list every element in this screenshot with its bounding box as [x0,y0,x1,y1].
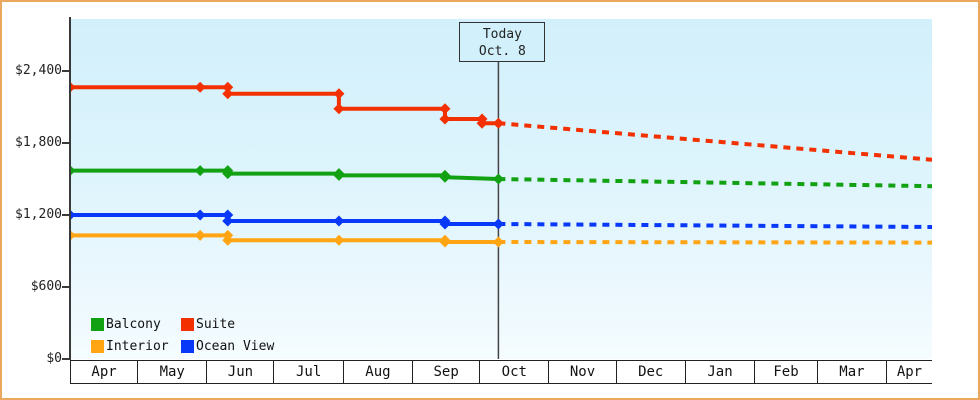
data-point-marker [70,209,76,221]
data-point-marker [70,81,76,93]
x-axis-month-cell: Nov [549,361,617,383]
legend-row: Interior Ocean View [91,335,274,357]
data-point-marker [492,218,504,230]
data-point-marker [194,209,206,221]
legend: Balcony Suite Interior Ocean View [91,313,274,357]
data-point-marker [194,81,206,93]
data-point-marker [492,117,504,129]
data-point-marker [222,81,234,93]
series-projection-balcony [498,177,932,189]
series-line-ocean-view [70,213,499,226]
data-point-marker [439,171,451,183]
today-label: Today [482,27,522,42]
x-axis-month-cell: Apr [896,364,923,380]
data-point-marker [333,169,345,181]
x-axis-month-cell: Feb [755,361,818,383]
legend-item-interior: Interior [91,339,181,354]
x-axis-month-cell: Dec [617,361,686,383]
legend-swatch-icon [91,339,104,353]
y-axis-tick-mark [62,214,70,216]
data-point-marker [492,173,504,185]
y-axis-tick-mark [62,142,70,144]
data-point-marker [70,165,76,177]
y-axis-tick-label: $600 [30,279,62,294]
legend-label: Ocean View [196,338,275,354]
series-projection-ocean-view [498,222,932,229]
today-date: Oct. 8 [478,44,526,59]
y-axis-tick-label: $1,800 [15,135,62,150]
data-point-marker [439,236,451,248]
series-projection-interior [498,240,932,245]
x-axis-month-cell: Oct [480,361,550,383]
legend-item-ocean-view: Ocean View [181,339,274,354]
y-axis-tick-label: $1,200 [15,207,62,222]
series-line-suite [70,85,499,126]
legend-swatch-icon [181,317,194,331]
x-axis-month-cell: Sep [413,361,481,383]
y-axis-tick-mark [62,286,70,288]
legend-item-balcony: Balcony [91,317,181,332]
data-point-marker [222,234,234,246]
y-axis-tick-label: $0 [46,351,62,366]
x-axis-month-cell: May [138,361,208,383]
data-point-marker [333,234,345,246]
today-annotation: Today Oct. 8 [459,22,546,62]
y-axis-tick-mark [62,358,70,360]
x-axis-month-cell: Mar [818,361,888,383]
data-point-marker [333,103,345,115]
data-point-marker [222,209,234,221]
legend-swatch-icon [181,339,194,353]
data-point-marker [333,88,345,100]
y-axis-line [69,17,71,360]
series-projection-suite [498,121,932,162]
data-point-marker [194,229,206,241]
series-line-balcony [70,168,499,181]
x-axis-month-cell: Jun [207,361,275,383]
legend-label: Balcony [106,316,161,332]
legend-label: Suite [196,316,236,332]
chart-canvas [70,43,932,359]
x-axis-month-strip: Apr May Jun Jul Aug Sep Oct Nov Dec Jan Feb Mar Apr [70,360,932,384]
x-axis-month-cell: Jan [686,361,756,383]
legend-label: Interior [106,338,169,354]
data-point-marker [333,215,345,227]
plot-area: Balcony Suite Interior Ocean View Today Oct… [70,19,932,359]
data-point-marker [492,236,504,248]
legend-row: Balcony Suite [91,313,274,335]
series-line-interior [70,233,499,244]
x-axis-month-cell: Jul [274,361,344,383]
y-axis-tick-label: $2,400 [15,63,62,78]
data-point-marker [439,103,451,115]
legend-swatch-icon [91,317,104,331]
data-point-marker [222,215,234,227]
data-point-marker [70,229,76,241]
data-point-marker [476,117,488,129]
data-point-marker [194,165,206,177]
x-axis-month-cell: Aug [344,361,414,383]
x-axis-month-cell: Apr [71,361,139,383]
legend-item-suite: Suite [181,317,235,332]
data-point-marker [222,168,234,180]
data-point-marker [439,113,451,125]
data-point-marker [222,88,234,100]
y-axis-tick-mark [62,70,70,72]
data-point-marker [439,218,451,230]
